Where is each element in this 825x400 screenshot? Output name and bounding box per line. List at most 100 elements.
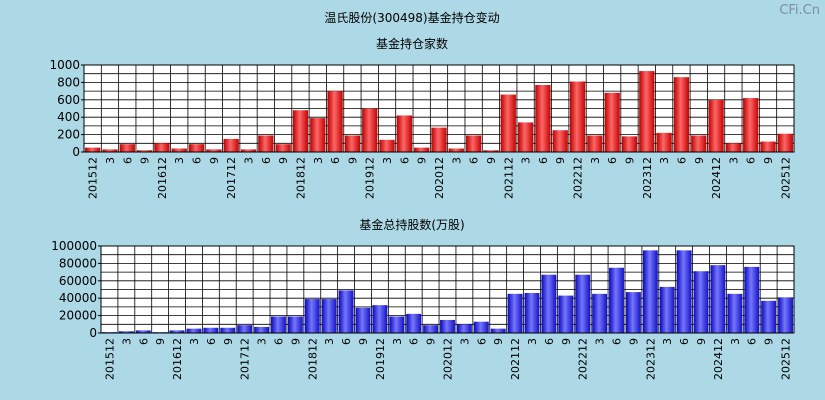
bar-201612 [169, 330, 185, 333]
x-tick-label: 202212 [572, 157, 585, 199]
bar-201512 [85, 147, 101, 152]
x-tick-label: 202112 [502, 157, 515, 199]
bar-6 [338, 290, 354, 333]
bar-202412 [708, 99, 724, 152]
bar-3 [310, 118, 326, 152]
x-tick-label: 201612 [156, 157, 169, 199]
bar-6 [188, 144, 205, 152]
x-tick-label: 9 [154, 338, 167, 345]
bar-9 [355, 307, 371, 333]
bar-9 [483, 150, 499, 152]
y-tick-label: 800 [57, 75, 80, 89]
x-tick-label: 3 [120, 338, 133, 345]
bar-9 [206, 149, 222, 152]
x-tick-label: 3 [323, 338, 336, 345]
y-tick-label: 100000 [51, 239, 97, 253]
bar-3 [448, 148, 464, 152]
bar-201712 [237, 325, 253, 333]
x-tick-label: 6 [678, 338, 691, 345]
bar-3 [587, 135, 603, 152]
y-tick-label: 0 [72, 145, 80, 159]
y-tick-label: 20000 [59, 309, 97, 323]
x-tick-label: 6 [398, 157, 411, 164]
bar-6 [609, 267, 624, 333]
x-tick-label: 3 [594, 338, 607, 345]
bar-3 [389, 316, 405, 333]
x-tick-label: 6 [205, 338, 218, 345]
x-tick-label: 3 [458, 338, 471, 345]
bar-6 [676, 250, 692, 333]
bar-3 [240, 149, 257, 152]
x-tick-label: 9 [222, 338, 235, 345]
bar-6 [258, 135, 274, 152]
bar-3 [254, 326, 270, 333]
x-tick-label: 6 [137, 338, 150, 345]
x-tick-label: 202312 [641, 157, 654, 199]
x-tick-label: 3 [173, 157, 186, 164]
y-tick-label: 200 [57, 128, 80, 142]
x-tick-label: 6 [475, 338, 488, 345]
bar-3 [102, 149, 118, 152]
x-tick-label: 202512 [780, 338, 793, 380]
bar-202512 [778, 297, 793, 333]
x-tick-label: 6 [611, 338, 624, 345]
x-tick-label: 201912 [374, 338, 387, 380]
x-tick-label: 202112 [509, 338, 522, 380]
bar-9 [490, 328, 506, 333]
bar-202312 [639, 71, 655, 152]
x-tick-label: 3 [520, 157, 533, 164]
x-tick-label: 6 [329, 157, 342, 164]
bar-9 [625, 292, 641, 333]
y-tick-label: 400 [57, 110, 80, 124]
bar-9 [558, 295, 574, 333]
bar-201712 [223, 138, 239, 152]
bar-201912 [362, 108, 378, 152]
x-tick-label: 202512 [779, 157, 792, 199]
x-tick-label: 202412 [712, 338, 725, 380]
bar-6 [135, 330, 151, 333]
bar-3 [118, 331, 134, 333]
watermark: CFi.Cn [779, 3, 820, 18]
bar-9 [552, 130, 568, 152]
x-tick-label: 3 [727, 157, 740, 164]
x-tick-label: 3 [256, 338, 269, 345]
bar-6 [466, 135, 482, 152]
bar-9 [760, 141, 776, 152]
x-tick-label: 9 [627, 338, 640, 345]
bar-202212 [569, 81, 586, 152]
bar-3 [517, 122, 534, 152]
x-tick-label: 9 [139, 157, 152, 164]
bar-9 [344, 135, 361, 152]
bar-3 [727, 293, 743, 333]
bar-9 [423, 325, 439, 333]
bar-6 [327, 91, 343, 152]
x-tick-label: 3 [243, 157, 256, 164]
bar-202112 [500, 94, 516, 152]
bar-3 [725, 143, 742, 152]
x-tick-label: 201912 [364, 157, 377, 199]
x-tick-label: 6 [746, 338, 759, 345]
x-tick-label: 9 [289, 338, 302, 345]
x-tick-label: 6 [675, 157, 688, 164]
chart1-title: 基金持仓家数 [376, 36, 448, 51]
bar-6 [541, 274, 557, 333]
bar-9 [275, 144, 291, 152]
bar-3 [592, 293, 608, 333]
bar-9 [761, 300, 777, 333]
x-tick-label: 3 [391, 338, 404, 345]
x-tick-label: 9 [357, 338, 370, 345]
x-tick-label: 9 [560, 338, 573, 345]
x-tick-label: 6 [537, 157, 550, 164]
x-tick-label: 3 [188, 338, 201, 345]
x-tick-label: 201512 [103, 338, 116, 380]
y-tick-label: 1000 [49, 58, 80, 72]
bar-9 [414, 147, 430, 152]
x-tick-label: 201712 [239, 338, 252, 380]
x-tick-label: 6 [606, 157, 619, 164]
y-tick-label: 0 [89, 326, 97, 340]
x-tick-label: 9 [762, 157, 775, 164]
x-tick-label: 3 [450, 157, 463, 164]
